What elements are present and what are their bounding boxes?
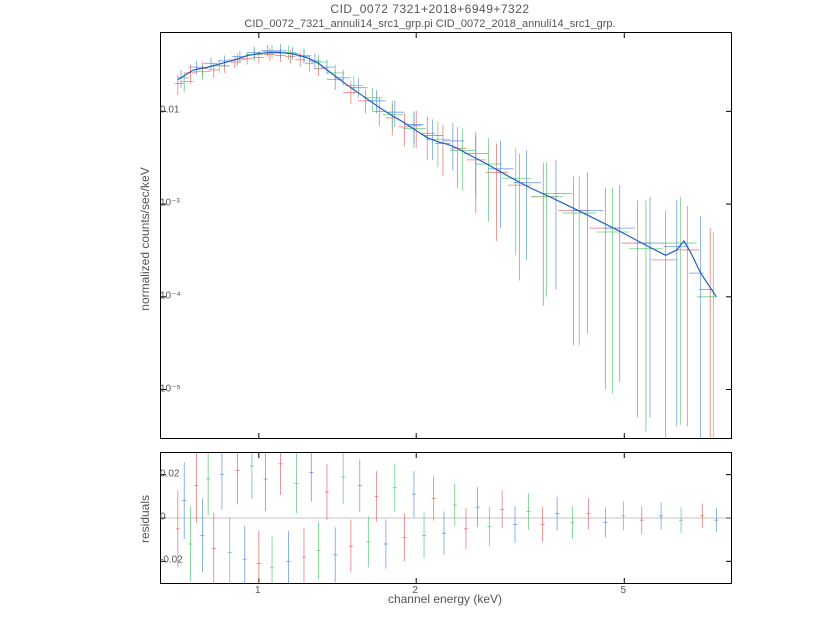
ytick-top: 10⁻⁵ (160, 383, 165, 394)
ytick-bot: 0 (160, 512, 165, 523)
residuals-panel (160, 452, 732, 584)
spectrum-panel (160, 32, 732, 439)
ytick-top: 10⁻³ (160, 198, 165, 209)
plot-area: normalized counts/sec/keV 10⁻⁵10⁻⁴10⁻³0.… (160, 32, 730, 612)
xlabel: channel energy (keV) (160, 592, 730, 642)
chart-subtitle: CID_0072_7321_annuli14_src1_grp.pi CID_0… (120, 18, 740, 30)
ytick-top: 0.01 (160, 105, 165, 116)
ytick-bot: -0.02 (160, 555, 165, 566)
ytick-bot: 0.02 (160, 468, 165, 479)
chart-title: CID_0072 7321+2018+6949+7322 (120, 2, 740, 16)
ylabel-bot: residuals (138, 459, 152, 579)
ytick-top: 10⁻⁴ (160, 290, 165, 301)
ylabel-top: normalized counts/sec/keV (138, 139, 152, 339)
